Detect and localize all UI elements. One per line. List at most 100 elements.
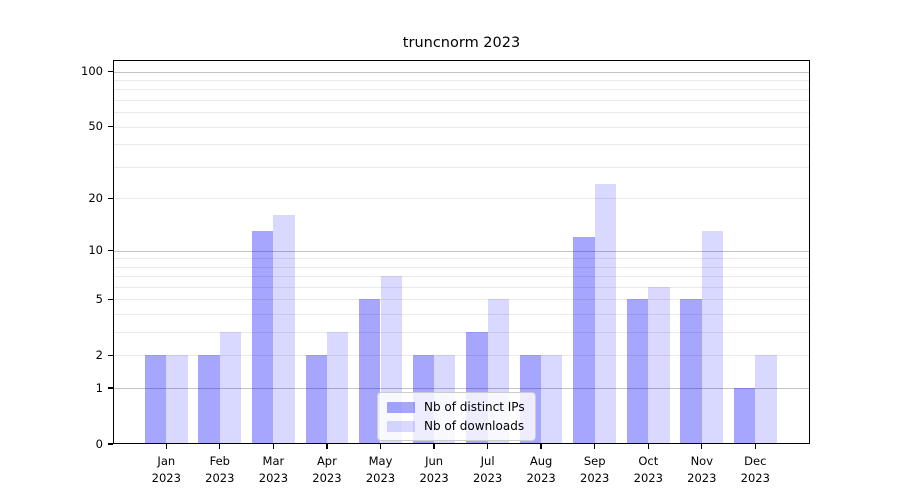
month-label: Oct xyxy=(638,454,659,468)
year-label: 2023 xyxy=(365,470,396,485)
legend-label: Nb of downloads xyxy=(424,419,525,433)
x-ticklabel-apr: Apr 2023 xyxy=(295,453,359,486)
minor-gridline-90 xyxy=(113,79,810,81)
x-tickmark-jun xyxy=(433,444,435,449)
bar-distinct-ips-sep xyxy=(573,237,595,444)
month-label: Nov xyxy=(690,454,714,468)
y-ticklabel-2: 2 xyxy=(95,347,103,362)
legend-label: Nb of distinct IPs xyxy=(424,400,525,414)
chart-title: truncnorm 2023 xyxy=(402,35,521,51)
x-ticklabel-may: May 2023 xyxy=(349,453,413,486)
y-ticklabel-20: 20 xyxy=(88,190,103,205)
month-label: May xyxy=(368,454,393,468)
year-label: 2023 xyxy=(526,470,556,485)
x-ticklabel-jan: Jan 2023 xyxy=(134,453,198,486)
bar-distinct-ips-mar xyxy=(252,231,274,444)
bar-downloads-oct xyxy=(648,286,670,444)
bar-downloads-aug xyxy=(541,355,563,444)
year-label: 2023 xyxy=(580,470,610,485)
minor-gridline-6 xyxy=(113,286,810,288)
bar-downloads-dec xyxy=(755,355,777,444)
minor-gridline-5 xyxy=(113,299,810,301)
bar-distinct-ips-apr xyxy=(305,355,327,444)
month-label: Jun xyxy=(425,454,444,468)
x-tickmark-jul xyxy=(486,444,489,449)
minor-gridline-7 xyxy=(113,276,810,278)
year-label: 2023 xyxy=(312,470,342,485)
minor-gridline-30 xyxy=(113,166,810,168)
month-label: Apr xyxy=(316,454,337,468)
bar-distinct-ips-oct xyxy=(626,299,649,444)
minor-gridline-80 xyxy=(113,89,810,91)
plot-area: 0 1 2 5 10 20 50 100 Jan 2023 Feb 2023 Mar 2023 Apr 202… xyxy=(81,60,810,485)
year-label: 2023 xyxy=(633,470,663,485)
minor-gridline-60 xyxy=(113,112,810,114)
x-tickmark-may xyxy=(379,444,382,449)
x-tickmark-sep xyxy=(594,444,596,449)
minor-gridline-70 xyxy=(113,100,810,101)
month-label: Dec xyxy=(744,454,767,468)
x-ticklabel-dec: Dec 2023 xyxy=(723,453,787,486)
minor-gridline-2 xyxy=(113,355,810,357)
legend-swatch-icon xyxy=(387,401,415,413)
y-tickmark-0 xyxy=(108,443,113,445)
minor-gridline-50 xyxy=(113,126,810,128)
y-tickmark-100 xyxy=(108,70,113,73)
bar-downloads-jan xyxy=(166,355,188,444)
x-tickmark-aug xyxy=(540,444,542,449)
x-tickmark-apr xyxy=(326,444,328,449)
legend: Nb of distinct IPs Nb of downloads xyxy=(377,392,536,441)
x-ticklabel-feb: Feb 2023 xyxy=(188,453,252,486)
year-label: 2023 xyxy=(687,470,717,485)
legend-item-distinct-ips: Nb of distinct IPs xyxy=(387,400,525,414)
bar-downloads-sep xyxy=(594,184,617,444)
x-tickmark-dec xyxy=(754,444,756,449)
bar-distinct-ips-dec xyxy=(733,388,756,444)
y-tickmark-2 xyxy=(108,354,113,356)
month-label: Jul xyxy=(480,454,495,468)
x-tickmark-feb xyxy=(219,444,221,449)
y-tickmark-50 xyxy=(108,126,113,128)
legend-swatch-icon xyxy=(387,420,415,432)
x-ticklabel-aug: Aug 2023 xyxy=(509,453,573,486)
major-gridline-1 xyxy=(113,388,810,390)
major-gridline-10 xyxy=(113,250,810,252)
minor-gridline-4 xyxy=(113,314,810,316)
minor-gridline-9 xyxy=(113,258,810,260)
x-ticklabel-jun: Jun 2023 xyxy=(402,453,466,486)
x-ticklabel-mar: Mar 2023 xyxy=(241,453,305,486)
month-label: Aug xyxy=(529,454,553,468)
x-tickmark-mar xyxy=(272,444,275,449)
month-label: Mar xyxy=(262,454,285,468)
x-ticklabel-sep: Sep 2023 xyxy=(563,453,627,486)
bar-distinct-ips-may xyxy=(359,299,381,444)
y-tickmark-5 xyxy=(108,298,113,301)
bar-downloads-mar xyxy=(273,215,295,444)
bar-downloads-nov xyxy=(701,231,724,444)
y-ticklabel-10: 10 xyxy=(88,243,103,257)
bar-distinct-ips-feb xyxy=(198,355,220,444)
y-ticklabel-100: 100 xyxy=(81,64,103,78)
major-gridline-100 xyxy=(113,71,810,73)
x-ticklabel-jul: Jul 2023 xyxy=(456,453,520,486)
year-label: 2023 xyxy=(740,470,770,485)
x-ticklabel-nov: Nov 2023 xyxy=(670,453,734,486)
bar-downloads-feb xyxy=(219,332,242,444)
minor-gridline-20 xyxy=(113,198,810,200)
x-tickmark-nov xyxy=(701,444,703,449)
month-label: Sep xyxy=(583,454,606,468)
x-tickmark-oct xyxy=(647,444,649,449)
month-label: Jan xyxy=(157,454,176,468)
y-ticklabel-50: 50 xyxy=(88,119,103,134)
year-label: 2023 xyxy=(258,470,289,485)
minor-gridline-8 xyxy=(113,266,810,268)
year-label: 2023 xyxy=(419,470,449,485)
bar-distinct-ips-nov xyxy=(680,299,702,444)
minor-gridline-3 xyxy=(113,332,810,334)
legend-item-downloads: Nb of downloads xyxy=(387,419,525,433)
year-label: 2023 xyxy=(205,470,235,485)
y-tickmark-20 xyxy=(108,197,113,199)
x-tickmark-jan xyxy=(165,444,167,449)
y-ticklabel-5: 5 xyxy=(95,291,103,306)
